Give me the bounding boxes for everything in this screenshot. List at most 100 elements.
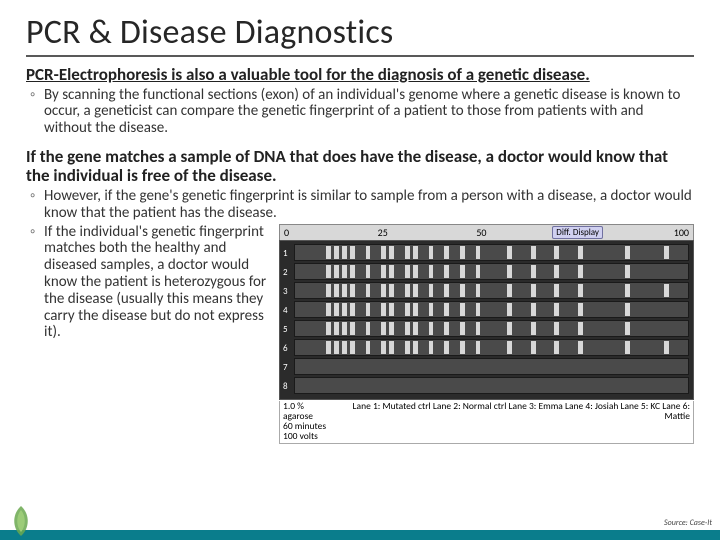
lane-number: 6 <box>283 343 288 354</box>
gel-band <box>460 303 465 316</box>
gel-band <box>334 303 339 316</box>
gel-band <box>460 246 465 259</box>
gel-band <box>342 322 347 335</box>
gel-band <box>389 246 394 259</box>
bullet-3: If the individual's genetic fingerprint … <box>26 224 271 444</box>
gel-band <box>381 284 386 297</box>
gel-band <box>389 303 394 316</box>
gel-band <box>342 265 347 278</box>
gel-band <box>476 284 481 297</box>
gel-lane <box>294 358 689 375</box>
gel-band <box>476 322 481 335</box>
gel-band <box>350 284 355 297</box>
gel-band <box>507 322 512 335</box>
gel-band <box>531 303 536 316</box>
gel-band <box>531 341 536 354</box>
gel-lane <box>294 263 689 280</box>
gel-band <box>334 246 339 259</box>
gel-body: 12345678 <box>279 240 694 400</box>
gel-band <box>444 303 449 316</box>
gel-lane <box>294 282 689 299</box>
gel-band <box>350 265 355 278</box>
gel-band <box>664 246 669 259</box>
lane-number: 1 <box>283 248 288 259</box>
gel-lane <box>294 320 689 337</box>
gel-band <box>460 265 465 278</box>
gel-band <box>625 322 630 335</box>
gel-band <box>578 246 583 259</box>
gel-band <box>405 303 410 316</box>
gel-band <box>366 341 371 354</box>
lane-number: 7 <box>283 362 288 373</box>
gel-band <box>554 341 559 354</box>
gel-band <box>460 322 465 335</box>
gel-band <box>389 284 394 297</box>
gel-lane <box>294 339 689 356</box>
gel-band <box>413 265 418 278</box>
gel-band <box>554 303 559 316</box>
gel-band <box>476 303 481 316</box>
logo-icon <box>8 504 34 538</box>
gel-band <box>326 341 331 354</box>
gel-band <box>578 322 583 335</box>
gel-band <box>326 246 331 259</box>
gel-band <box>334 322 339 335</box>
lane-number: 5 <box>283 324 288 335</box>
gel-band <box>578 341 583 354</box>
gel-band <box>531 246 536 259</box>
ruler-50: 50 <box>476 226 486 239</box>
gel-band <box>381 246 386 259</box>
paragraph-2: If the gene matches a sample of DNA that… <box>26 147 694 186</box>
gel-band <box>350 341 355 354</box>
gel-band <box>405 246 410 259</box>
slide-title: PCR & Disease Diagnostics <box>26 12 694 57</box>
gel-band <box>381 265 386 278</box>
gel-band <box>460 341 465 354</box>
gel-band <box>366 322 371 335</box>
gel-band <box>413 303 418 316</box>
gel-band <box>531 265 536 278</box>
diff-display-button[interactable]: Diff. Display <box>552 226 603 239</box>
gel-band <box>326 284 331 297</box>
gel-band <box>531 284 536 297</box>
gel-ruler: 0 25 50 75 100 Diff. Display <box>279 224 694 240</box>
gel-band <box>664 341 669 354</box>
gel-band <box>507 246 512 259</box>
gel-band <box>476 341 481 354</box>
ruler-100: 100 <box>674 226 689 239</box>
gel-band <box>342 341 347 354</box>
gel-band <box>507 265 512 278</box>
gel-band <box>381 322 386 335</box>
gel-lane <box>294 377 689 394</box>
gel-band <box>444 246 449 259</box>
gel-band <box>334 284 339 297</box>
lane-number: 2 <box>283 267 288 278</box>
gel-band <box>366 246 371 259</box>
gel-band <box>334 265 339 278</box>
gel-band <box>507 284 512 297</box>
gel-band <box>350 322 355 335</box>
gel-band <box>326 265 331 278</box>
gel-band <box>405 322 410 335</box>
bullet-2: However, if the gene's genetic fingerpri… <box>26 188 694 222</box>
gel-band <box>342 246 347 259</box>
lane-number: 3 <box>283 286 288 297</box>
gel-band <box>444 284 449 297</box>
gel-band <box>334 341 339 354</box>
gel-band <box>460 284 465 297</box>
gel-band <box>444 322 449 335</box>
gel-viewer: 0 25 50 75 100 Diff. Display 12345678 1.… <box>279 224 694 444</box>
gel-band <box>366 303 371 316</box>
gel-band <box>413 246 418 259</box>
gel-band <box>342 284 347 297</box>
gel-band <box>664 284 669 297</box>
ruler-0: 0 <box>284 226 289 239</box>
gel-band <box>429 322 434 335</box>
gel-band <box>389 265 394 278</box>
gel-lane <box>294 244 689 261</box>
gel-band <box>625 265 630 278</box>
gel-legend-left: 1.0 % agarose 60 minutes 100 volts <box>283 402 335 442</box>
gel-band <box>444 265 449 278</box>
gel-legend-right: Lane 1: Mutated ctrl Lane 2: Normal ctrl… <box>335 402 690 422</box>
gel-band <box>429 284 434 297</box>
